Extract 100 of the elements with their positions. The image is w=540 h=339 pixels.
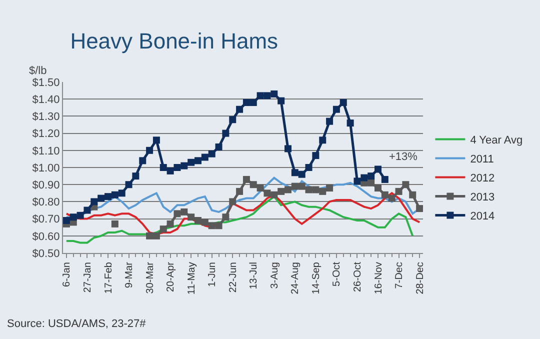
x-tick-label: 22-Jun (228, 262, 239, 293)
annotation: +13% (389, 151, 418, 163)
point (208, 150, 216, 158)
point (90, 198, 98, 206)
y-tick-label: $0.90 (32, 179, 60, 192)
point (111, 220, 118, 228)
x-tick-label: 28-Dec (414, 262, 426, 294)
point (139, 157, 146, 164)
legend-label: 2011 (470, 154, 494, 166)
point (84, 206, 91, 214)
legend-label: 2012 (470, 172, 495, 185)
point (104, 193, 112, 200)
point (368, 172, 375, 180)
point (166, 220, 174, 228)
point (70, 214, 77, 221)
x-tick-label: 9-Mar (124, 261, 136, 288)
point (215, 222, 222, 230)
point (229, 198, 236, 206)
x-tick-label: 5-Oct (332, 262, 343, 286)
point (118, 190, 126, 197)
point (194, 157, 202, 164)
point (264, 190, 271, 197)
point (340, 99, 347, 106)
x-tick-label: 17-Feb (103, 262, 114, 294)
point (374, 184, 382, 192)
point (312, 152, 320, 160)
y-tick-label: $1.30 (32, 111, 60, 124)
point (242, 176, 250, 183)
point (284, 186, 292, 194)
y-tick-label: $1.20 (32, 128, 60, 140)
x-tick-label: 13-Jul (248, 262, 260, 290)
point (326, 118, 334, 125)
x-tick-label: 27-Jan (82, 262, 94, 293)
point (284, 145, 292, 152)
point (146, 232, 154, 240)
point (188, 158, 195, 166)
x-tick-label: 26-Oct (352, 262, 364, 292)
legend-label: 2013 (470, 192, 495, 204)
point (236, 188, 244, 195)
point (291, 169, 298, 176)
point (250, 181, 257, 188)
point (381, 176, 388, 183)
point (388, 194, 396, 202)
point (305, 186, 312, 194)
point (278, 188, 285, 195)
x-tick-label: 7-Dec (394, 262, 406, 289)
point (326, 184, 334, 192)
y-tick-label: $0.70 (32, 214, 60, 226)
point (152, 136, 160, 144)
point (409, 191, 416, 198)
point (76, 212, 84, 219)
x-tick-label: 24-Aug (290, 262, 302, 294)
point (416, 205, 423, 212)
y-axis-title: $/lb (29, 65, 47, 77)
point (256, 184, 264, 192)
y-tick-label: $1.10 (32, 145, 60, 158)
point (222, 214, 230, 221)
point (291, 182, 298, 190)
point (152, 232, 160, 240)
x-tick-label: 16-Nov (373, 262, 384, 294)
point (256, 92, 264, 100)
point (194, 217, 202, 224)
point (278, 97, 285, 104)
point (298, 182, 306, 190)
point (395, 188, 402, 195)
x-tick-label: 3-Aug (269, 262, 280, 289)
point (180, 208, 188, 216)
point (146, 146, 154, 154)
chart-title: Heavy Bone-in Hams (70, 28, 278, 54)
point (319, 188, 326, 195)
point (98, 194, 105, 202)
point (250, 99, 257, 106)
point (374, 166, 382, 173)
point (125, 181, 132, 188)
point (201, 154, 208, 161)
y-tick-label: $0.60 (32, 230, 60, 243)
point (312, 186, 320, 194)
point (222, 130, 230, 137)
x-tick-label: 1-Jun (207, 262, 218, 288)
legend-label: 2014 (470, 210, 495, 223)
point (201, 218, 208, 226)
point (270, 191, 278, 198)
x-tick-label: 11-May (186, 262, 198, 295)
y-tick-label: $1.40 (32, 94, 60, 106)
x-tick-label: 6-Jan (62, 262, 73, 288)
point (160, 164, 167, 171)
point (346, 120, 354, 127)
y-tick-label: $1.00 (32, 162, 60, 174)
point (354, 178, 361, 185)
point (174, 210, 181, 218)
point (236, 106, 244, 113)
y-tick-label: $0.50 (32, 248, 60, 260)
point (332, 106, 340, 113)
point (174, 164, 181, 171)
point (402, 181, 410, 188)
point (319, 136, 326, 144)
point (298, 170, 306, 178)
x-tick-label: 30-Mar (144, 261, 156, 294)
x-tick-label: 14-Sep (310, 262, 322, 294)
point (229, 116, 236, 124)
